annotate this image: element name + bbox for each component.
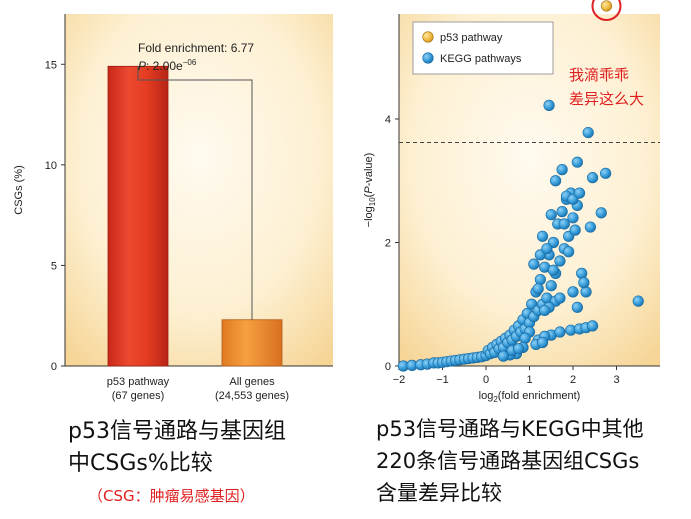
scatter-point-kegg <box>547 264 560 276</box>
x-tick-sublabel: (24,553 genes) <box>215 390 289 402</box>
scatter-point-kegg <box>532 283 544 295</box>
x-axis-label: log2(fold enrichment) <box>479 390 581 404</box>
scatter-point-kegg <box>545 280 557 292</box>
y-axis-label: CSGs (%) <box>13 165 25 215</box>
x-tick-sublabel: (67 genes) <box>112 390 165 402</box>
scatter-point-kegg <box>578 277 590 289</box>
legend: p53 pathway KEGG pathways <box>412 21 554 75</box>
right-caption-line2: 220条信号通路基因组CSGs <box>376 449 640 473</box>
scatter-point-kegg <box>497 350 510 362</box>
legend-label: p53 pathway <box>440 32 503 44</box>
scatter-point-kegg <box>519 332 531 344</box>
right-caption-line3: 含量差异比较 <box>376 481 502 505</box>
scatter-point-kegg <box>549 175 562 187</box>
scatter-point-kegg <box>563 246 575 258</box>
scatter-point-kegg <box>554 292 566 304</box>
red-note-line1: 我滴乖乖 <box>569 66 630 84</box>
annotation-p-value: P: 2.00e−06 <box>138 58 197 73</box>
y-tick-label: 2 <box>385 237 391 249</box>
red-note-line2: 差异这么大 <box>569 90 645 108</box>
scatter-point-kegg <box>595 207 607 219</box>
x-tick-label: −1 <box>436 374 449 386</box>
scatter-point-kegg <box>536 336 549 349</box>
right-caption-line1: p53信号通路与KEGG中其他 <box>376 417 644 441</box>
y-axis-label: −log10(P-value) <box>363 153 377 228</box>
scatter-point-kegg <box>571 156 583 168</box>
x-tick-label: 3 <box>613 374 619 386</box>
left-caption-line2: 中CSGs%比较 <box>68 451 213 476</box>
scatter-point-kegg <box>600 167 612 179</box>
scatter-point-kegg <box>580 286 592 298</box>
scatter-point-kegg <box>556 164 568 176</box>
legend-label: KEGG pathways <box>440 53 522 65</box>
left-caption-line1: p53信号通路与基因组 <box>68 419 286 444</box>
y-tick-label: 0 <box>51 361 57 373</box>
highlight-circle <box>591 0 622 21</box>
scatter-point-kegg <box>513 343 525 355</box>
scatter-point-kegg <box>528 258 540 270</box>
scatter-point-kegg <box>586 172 599 184</box>
scatter-point-kegg <box>582 126 594 139</box>
scatter-point-kegg <box>536 230 549 242</box>
scatter-point-kegg <box>554 326 566 338</box>
scatter-point-kegg <box>541 243 553 255</box>
x-tick-label: All genes <box>229 376 275 388</box>
left-plot-area: 0 5 10 15 CSGs (%) p53 pathway (67 genes) All g… <box>13 14 333 402</box>
scatter-point-p53 <box>600 0 613 12</box>
bar <box>107 65 169 367</box>
scatter-point-kegg <box>632 295 644 307</box>
y-tick-label: 15 <box>45 59 57 71</box>
scatter-point-kegg <box>567 212 579 224</box>
scatter-point-kegg <box>586 320 599 332</box>
x-tick-label: 1 <box>526 374 532 386</box>
x-tick-label: −2 <box>393 374 406 386</box>
x-tick-label: p53 pathway <box>107 376 170 388</box>
x-tick-label: 0 <box>483 374 489 386</box>
scatter-point-kegg <box>554 255 566 267</box>
significance-bracket <box>137 66 253 320</box>
scatter-point-kegg <box>573 187 586 199</box>
legend-marker <box>422 52 434 64</box>
scatter-point-kegg <box>534 273 546 286</box>
scatter-point-kegg <box>576 267 588 279</box>
annotation-fold-enrichment: Fold enrichment: 6.77 <box>138 41 254 55</box>
scatter-point-kegg <box>545 209 557 221</box>
right-plot-area: −2 −1 0 1 2 3 0 2 4 log2(fold enrichment) −log10(P… <box>363 0 660 404</box>
scatter-point-kegg <box>569 224 581 236</box>
right-chart: −2 −1 0 1 2 3 0 2 4 log2(fold enrichment) −log10(P… <box>363 0 660 404</box>
scatter-point-kegg <box>539 304 551 317</box>
scatter-point-kegg <box>571 301 583 313</box>
bar <box>221 319 283 367</box>
left-panel-background <box>65 14 333 366</box>
legend-box <box>412 21 554 75</box>
y-tick-label: 4 <box>385 114 391 126</box>
legend-marker <box>422 31 434 43</box>
scatter-point-kegg <box>567 286 579 298</box>
left-chart: 0 5 10 15 CSGs (%) p53 pathway (67 genes) All g… <box>13 14 333 402</box>
scatter-point-kegg <box>556 206 568 218</box>
y-tick-label: 5 <box>51 260 57 272</box>
y-tick-label: 10 <box>45 160 57 172</box>
left-caption-note: （CSG：肿瘤易感基因） <box>88 487 255 505</box>
scatter-point-kegg <box>584 221 597 233</box>
y-tick-label: 0 <box>385 361 391 373</box>
scatter-point-kegg <box>543 99 555 111</box>
scatter-point-kegg <box>558 218 570 230</box>
x-tick-label: 2 <box>570 374 576 386</box>
